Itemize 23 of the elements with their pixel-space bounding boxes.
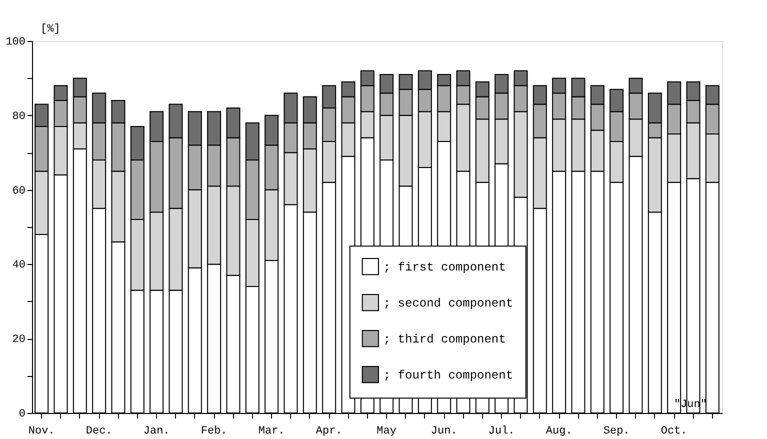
y-tick-label: 80 (12, 110, 26, 123)
y-tick-label: 0 (18, 408, 26, 420)
legend-label: ; fourth component (383, 368, 514, 383)
legend-label: ; third component (383, 332, 506, 347)
x-tick-label: Mar. (258, 426, 285, 438)
x-tick-label: Jul. (488, 426, 515, 438)
x-tick-label: Jan. (143, 426, 170, 438)
y-tick-label: 20 (12, 334, 26, 346)
x-tick-label: Dec. (86, 426, 112, 438)
x-tick-label: Apr. (316, 426, 342, 438)
x-tick-label: Sep. (603, 426, 630, 438)
y-tick-label: 60 (12, 185, 26, 198)
y-tick-label: 100 (6, 36, 26, 48)
x-tick-label: May (376, 426, 397, 438)
y-axis-title: [%] (40, 24, 60, 36)
y-tick-label: 40 (12, 260, 26, 272)
x-tick-label: Feb. (200, 426, 228, 438)
x-tick-label: Nov. (28, 426, 55, 438)
legend-label: ; second component (383, 296, 514, 311)
x-tick-label: Jun. (430, 426, 458, 438)
x-tick-label: Aug. (546, 426, 572, 438)
x-tick-label: Oct. (660, 426, 688, 438)
legend-label: ; first component (383, 260, 506, 275)
